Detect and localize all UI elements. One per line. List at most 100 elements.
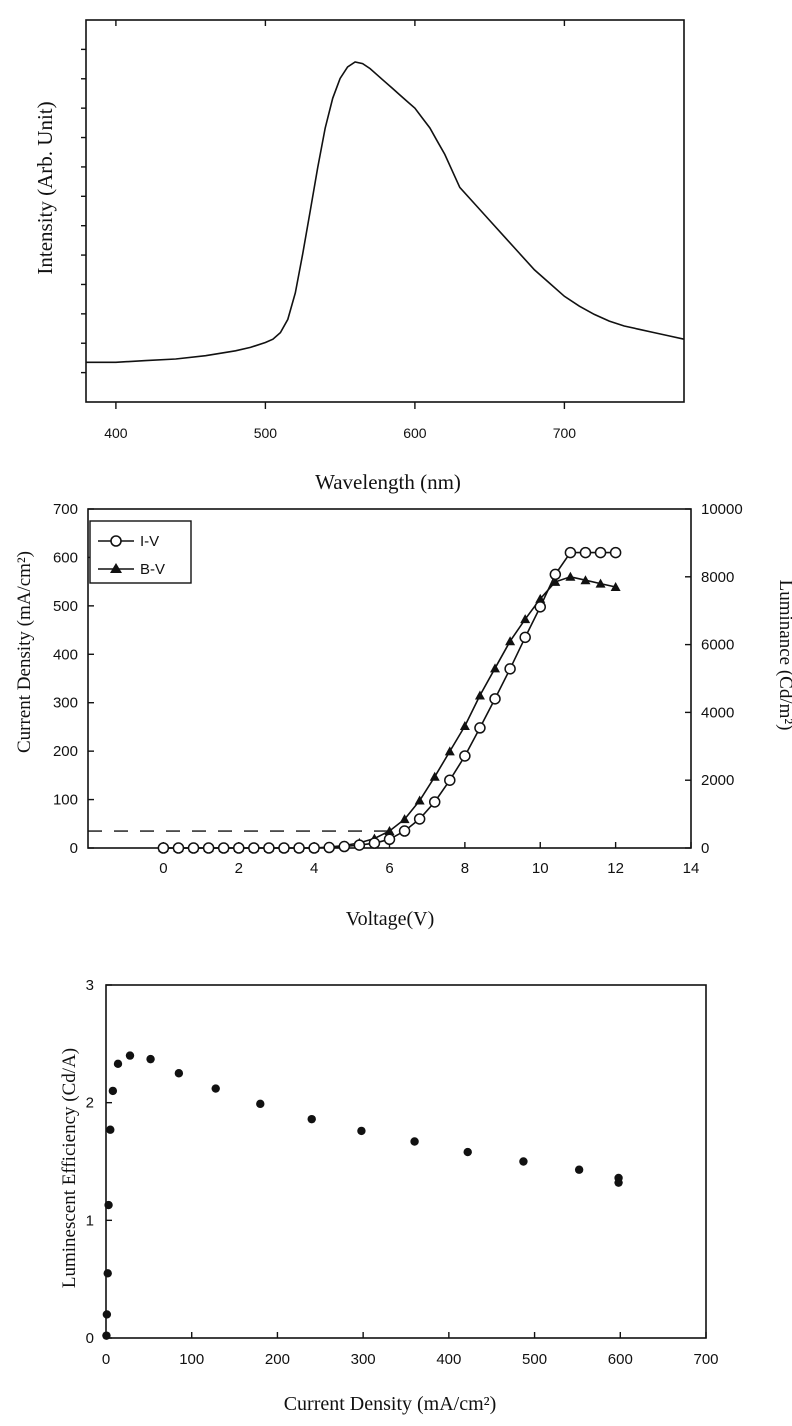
iv-point <box>294 843 304 853</box>
iv-point <box>430 797 440 807</box>
iv-bv-y-tick-label: 0 <box>70 840 78 857</box>
bv-point <box>475 690 485 699</box>
bv-point <box>445 746 455 755</box>
efficiency-x-tick-label: 200 <box>265 1351 290 1368</box>
efficiency-point <box>308 1115 316 1123</box>
iv-point <box>415 814 425 824</box>
iv-line <box>163 553 615 848</box>
iv-bv-right-y-ticks: 0 2000 4000 6000 8000 10000 <box>685 501 743 857</box>
efficiency-y-ticks: 0123 <box>86 977 112 1347</box>
bv-point <box>430 772 440 781</box>
iv-point <box>249 843 259 853</box>
efficiency-x-tick-label: 400 <box>436 1351 461 1368</box>
iv-point <box>550 569 560 579</box>
iv-point <box>204 843 214 853</box>
iv-point <box>354 840 364 850</box>
efficiency-x-tick-label: 0 <box>102 1351 110 1368</box>
iv-point <box>400 826 410 836</box>
legend: I-V B-V <box>90 521 191 583</box>
iv-bv-y-tick-label: 700 <box>53 501 78 518</box>
efficiency-point <box>126 1051 134 1059</box>
iv-point <box>339 842 349 852</box>
efficiency-x-tick-label: 600 <box>608 1351 633 1368</box>
efficiency-point <box>212 1084 220 1092</box>
efficiency-point <box>103 1310 111 1318</box>
iv-point <box>565 548 575 558</box>
efficiency-y-tick-label: 0 <box>86 1330 94 1347</box>
efficiency-x-axis-label: Current Density (mA/cm²) <box>284 1393 497 1415</box>
spectrum-chart: 400 500 600 700 Wavelength (nm) Intensity (… <box>33 20 684 494</box>
iv-bv-y-tick-label: 300 <box>53 695 78 712</box>
iv-point <box>611 548 621 558</box>
iv-point <box>460 751 470 761</box>
iv-bv-y2-tick-label: 0 <box>701 840 709 857</box>
bv-line <box>163 577 615 848</box>
iv-point <box>596 548 606 558</box>
iv-point <box>580 548 590 558</box>
efficiency-point <box>519 1157 527 1165</box>
efficiency-point <box>464 1148 472 1156</box>
efficiency-point <box>114 1060 122 1068</box>
iv-point <box>385 834 395 844</box>
iv-bv-x-tick-label: 14 <box>683 860 700 877</box>
iv-bv-y2-tick-label: 10000 <box>701 501 743 518</box>
iv-point <box>369 838 379 848</box>
iv-bv-x-tick-label: 10 <box>532 860 549 877</box>
efficiency-point <box>146 1055 154 1063</box>
iv-bv-y2-tick-label: 6000 <box>701 637 734 654</box>
spectrum-x-axis-label: Wavelength (nm) <box>315 470 461 494</box>
iv-point <box>490 694 500 704</box>
efficiency-point <box>102 1331 110 1339</box>
efficiency-x-tick-label: 300 <box>351 1351 376 1368</box>
iv-point <box>158 843 168 853</box>
legend-bv-label: B-V <box>140 561 165 578</box>
efficiency-x-tick-label: 100 <box>179 1351 204 1368</box>
efficiency-point <box>614 1178 622 1186</box>
iv-point <box>279 843 289 853</box>
spectrum-x-tick-label: 500 <box>254 425 278 441</box>
iv-point <box>520 632 530 642</box>
iv-point <box>189 843 199 853</box>
iv-bv-y-tick-label: 400 <box>53 646 78 663</box>
spectrum-x-ticks: 400 500 600 700 <box>104 20 576 441</box>
spectrum-x-tick-label: 400 <box>104 425 128 441</box>
spectrum-x-tick-label: 600 <box>403 425 427 441</box>
iv-bv-x-tick-label: 12 <box>607 860 624 877</box>
spectrum-x-tick-label: 700 <box>553 425 577 441</box>
legend-iv-label: I-V <box>140 533 159 550</box>
iv-point <box>535 602 545 612</box>
iv-bv-right-y-axis-label: Luminance (Cd/m²) <box>775 580 792 731</box>
iv-bv-x-tick-label: 6 <box>385 860 393 877</box>
bv-point <box>460 721 470 730</box>
iv-point <box>173 843 183 853</box>
efficiency-point <box>410 1137 418 1145</box>
spectrum-plot-frame <box>86 20 684 402</box>
efficiency-point <box>575 1166 583 1174</box>
efficiency-point <box>106 1126 114 1134</box>
iv-point <box>234 843 244 853</box>
efficiency-x-tick-label: 500 <box>522 1351 547 1368</box>
efficiency-y-tick-label: 2 <box>86 1095 94 1112</box>
efficiency-point <box>104 1269 112 1277</box>
iv-bv-left-y-axis-label: Current Density (mA/cm²) <box>14 551 35 753</box>
bv-point <box>505 636 515 645</box>
iv-point <box>505 664 515 674</box>
efficiency-point <box>175 1069 183 1077</box>
efficiency-x-tick-label: 700 <box>693 1351 718 1368</box>
iv-bv-x-tick-label: 8 <box>461 860 469 877</box>
iv-point <box>309 843 319 853</box>
iv-point <box>445 775 455 785</box>
efficiency-y-axis-label: Luminescent Efficiency (Cd/A) <box>59 1048 80 1288</box>
iv-bv-y2-tick-label: 2000 <box>701 772 734 789</box>
iv-bv-x-tick-label: 0 <box>159 860 167 877</box>
iv-bv-y2-tick-label: 8000 <box>701 569 734 586</box>
iv-bv-y2-tick-label: 4000 <box>701 704 734 721</box>
iv-bv-y-tick-label: 500 <box>53 598 78 615</box>
iv-bv-x-tick-label: 2 <box>235 860 243 877</box>
efficiency-point <box>256 1100 264 1108</box>
iv-point <box>219 843 229 853</box>
iv-bv-y-tick-label: 100 <box>53 792 78 809</box>
spectrum-y-axis-label: Intensity (Arb. Unit) <box>33 101 57 274</box>
efficiency-plot-border <box>106 985 706 1338</box>
iv-bv-x-tick-label: 4 <box>310 860 318 877</box>
